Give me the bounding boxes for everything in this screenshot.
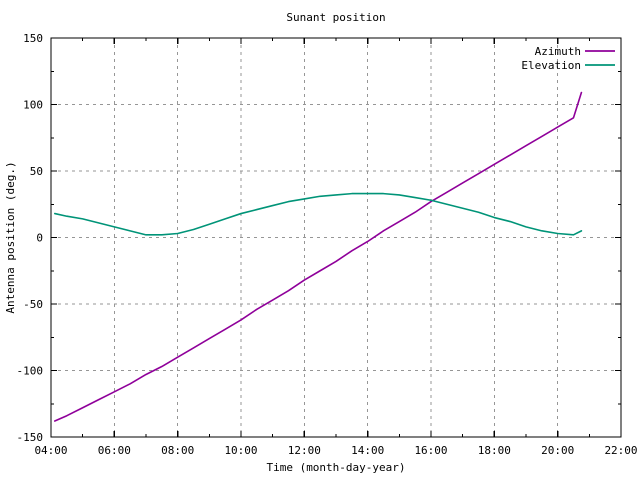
xtick-label: 12:00: [288, 444, 321, 457]
xtick-label: 14:00: [351, 444, 384, 457]
chart-title: Sunant position: [286, 11, 385, 24]
ytick-label: 0: [36, 232, 43, 245]
series-line-azimuth: [54, 91, 583, 422]
series-line-elevation: [54, 192, 583, 236]
y-axis-title: Antenna position (deg.): [4, 161, 17, 313]
xtick-label: 20:00: [541, 444, 574, 457]
axes-layer: [50, 37, 622, 438]
series-layer: [54, 91, 583, 422]
ytick-label: -50: [23, 298, 43, 311]
xtick-label: 04:00: [34, 444, 67, 457]
xtick-label: 18:00: [478, 444, 511, 457]
x-axis-title: Time (month-day-year): [266, 461, 405, 474]
ytick-label: -100: [17, 365, 44, 378]
ytick-label: 50: [30, 165, 43, 178]
xtick-label: 06:00: [98, 444, 131, 457]
legend-label-azimuth: Azimuth: [535, 45, 581, 58]
ytick-label: 100: [23, 99, 43, 112]
xtick-label: 08:00: [161, 444, 194, 457]
xtick-label: 16:00: [414, 444, 447, 457]
xtick-label: 10:00: [224, 444, 257, 457]
ytick-label: 150: [23, 32, 43, 45]
xtick-label: 22:00: [604, 444, 637, 457]
legend-label-elevation: Elevation: [521, 59, 581, 72]
ytick-label: -150: [17, 431, 44, 444]
grid-layer: [51, 38, 621, 437]
